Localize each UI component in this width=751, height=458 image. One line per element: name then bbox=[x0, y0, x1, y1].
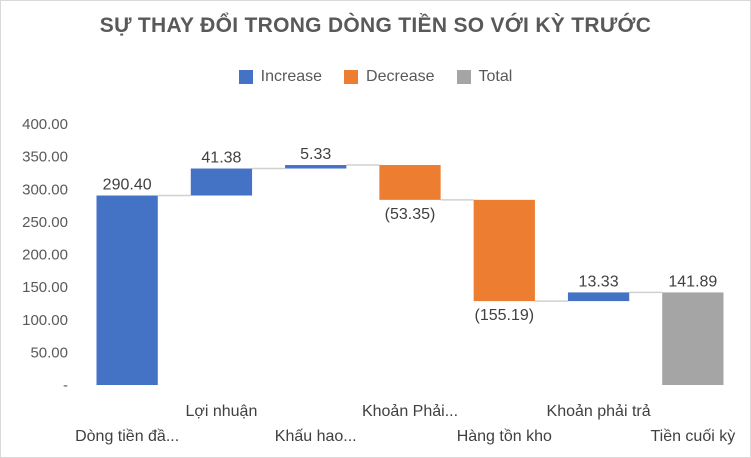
y-tick-label: 300.00 bbox=[22, 181, 68, 198]
legend-swatch-increase bbox=[238, 70, 253, 84]
x-tick-label: Dòng tiền đầ... bbox=[75, 428, 179, 445]
bar-increase bbox=[567, 292, 630, 302]
data-label: 141.89 bbox=[668, 273, 717, 290]
y-tick-label: 250.00 bbox=[22, 214, 68, 231]
legend-item-decrease[interactable]: Decrease bbox=[344, 68, 435, 86]
data-label: (53.35) bbox=[385, 206, 436, 223]
y-tick-label: 50.00 bbox=[30, 344, 68, 361]
legend-item-total[interactable]: Total bbox=[456, 68, 513, 86]
bar-increase bbox=[190, 168, 253, 196]
y-tick-label: 200.00 bbox=[22, 247, 68, 264]
x-tick-label: Hàng tồn kho bbox=[457, 428, 552, 445]
legend-swatch-decrease bbox=[344, 70, 359, 84]
bar-decrease bbox=[473, 199, 535, 302]
y-tick-label: 150.00 bbox=[22, 279, 68, 296]
data-label: (155.19) bbox=[474, 307, 534, 324]
data-label: 290.40 bbox=[103, 177, 152, 194]
bar-decrease bbox=[379, 165, 441, 200]
x-tick-label: Tiền cuối kỳ bbox=[650, 428, 735, 445]
data-label: 41.38 bbox=[201, 150, 241, 167]
legend: Increase Decrease Total bbox=[0, 68, 751, 86]
y-tick-label: 400.00 bbox=[22, 116, 68, 133]
legend-item-increase[interactable]: Increase bbox=[238, 68, 323, 86]
x-tick-label: Khoản Phải... bbox=[362, 403, 458, 420]
bar-increase bbox=[96, 195, 158, 385]
legend-label-decrease: Decrease bbox=[366, 68, 435, 85]
legend-swatch-total bbox=[456, 70, 471, 84]
legend-label-increase: Increase bbox=[260, 68, 323, 85]
chart-title: SỰ THAY ĐỔI TRONG DÒNG TIỀN SO VỚI KỲ TR… bbox=[99, 14, 652, 37]
data-label: 13.33 bbox=[579, 273, 619, 290]
legend-label-total: Total bbox=[478, 68, 513, 85]
bar-total bbox=[662, 292, 724, 385]
bar-increase bbox=[285, 165, 347, 169]
y-tick-label: 350.00 bbox=[22, 149, 68, 166]
data-label: 5.33 bbox=[300, 146, 331, 163]
y-tick-label: - bbox=[63, 377, 68, 394]
x-tick-label: Khoản phải trả bbox=[547, 403, 651, 420]
x-tick-label: Lợi nhuận bbox=[185, 403, 257, 420]
y-tick-label: 100.00 bbox=[22, 312, 68, 329]
x-tick-label: Khấu hao... bbox=[275, 428, 357, 445]
